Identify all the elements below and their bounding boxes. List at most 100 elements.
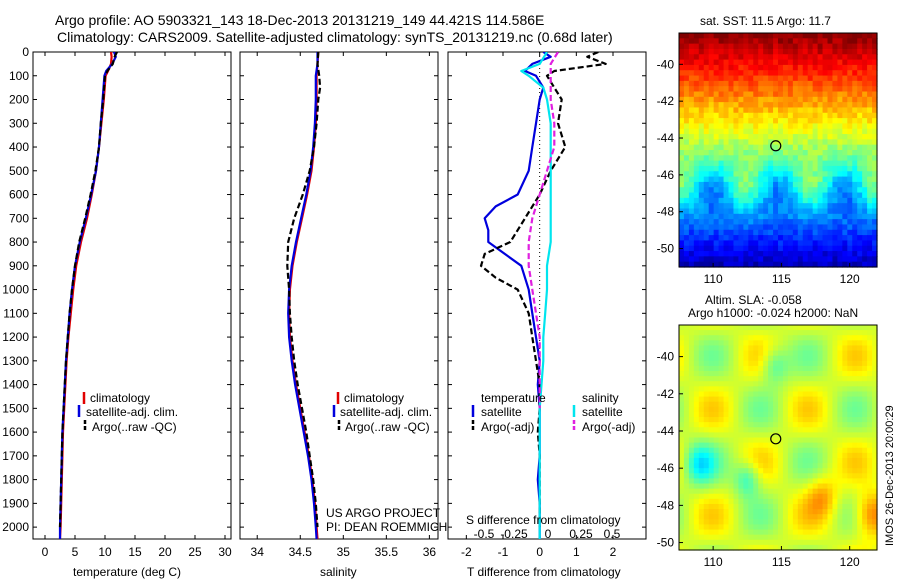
heatmap-cell (708, 534, 715, 541)
heatmap-cell (698, 391, 705, 398)
heatmap-cell (832, 355, 838, 362)
heatmap-cell (812, 330, 819, 336)
heatmap-cell (807, 86, 814, 93)
heatmap-cell (778, 165, 784, 172)
heatmap-cell (852, 197, 858, 204)
heatmap-cell (748, 452, 754, 459)
heatmap-cell (847, 251, 853, 257)
heatmap-cell (802, 483, 809, 490)
heatmap-cell (842, 325, 848, 331)
heatmap-cell (768, 176, 774, 183)
heatmap-cell (733, 128, 739, 135)
heatmap-cell (713, 160, 720, 167)
heatmap-cell (812, 483, 819, 490)
heatmap-cell (728, 493, 735, 500)
heatmap-cell (748, 447, 754, 454)
heatmap-cell (837, 112, 843, 119)
heatmap-cell (778, 213, 784, 220)
heatmap-cell (758, 150, 764, 156)
heatmap-cell (768, 442, 774, 449)
heatmap-cell (703, 340, 710, 347)
heatmap-cell (718, 144, 725, 151)
heatmap-cell (782, 330, 789, 336)
heatmap-cell (852, 539, 858, 546)
heatmap-cell (683, 128, 690, 135)
heatmap-cell (822, 251, 829, 257)
heatmap-cell (768, 386, 774, 393)
heatmap-cell (797, 245, 804, 252)
heatmap-cell (817, 478, 824, 485)
heatmap-cell (753, 187, 759, 194)
heatmap-cell (812, 345, 819, 352)
heatmap-cell (679, 396, 685, 403)
heatmap-cell (862, 251, 868, 257)
heatmap-cell (867, 529, 873, 536)
heatmap-cell (778, 181, 784, 188)
heatmap-cell (792, 261, 799, 268)
heatmap-cell (822, 118, 829, 125)
heatmap-cell (743, 376, 749, 382)
heatmap-cell (842, 112, 848, 119)
heatmap-cell (872, 463, 878, 469)
heatmap-cell (718, 442, 725, 449)
heatmap-cell (748, 261, 754, 268)
depth-tick-label: 1900 (2, 496, 29, 510)
imos-stamp: IMOS 26-Dec-2013 20:00:29 (884, 405, 896, 546)
heatmap-cell (832, 411, 838, 418)
heatmap-cell (857, 325, 863, 331)
heatmap-cell (807, 509, 814, 515)
heatmap-cell (787, 235, 794, 242)
heatmap-cell (693, 150, 700, 156)
heatmap-cell (782, 96, 789, 103)
heatmap-cell (812, 514, 819, 520)
heatmap-cell (787, 112, 794, 119)
heatmap-cell (842, 197, 848, 204)
heatmap-cell (787, 509, 794, 515)
heatmap-cell (778, 514, 784, 520)
heatmap-cell (837, 488, 843, 495)
heatmap-cell (713, 498, 720, 505)
heatmap-cell (872, 139, 878, 146)
heatmap-cell (763, 235, 769, 242)
heatmap-cell (867, 335, 873, 341)
heatmap-cell (847, 160, 853, 167)
heatmap-cell (703, 165, 710, 172)
series-line-argo-adj- (479, 52, 607, 528)
heatmap-cell (753, 208, 759, 215)
heatmap-cell (827, 192, 834, 199)
heatmap-cell (679, 437, 685, 444)
heatmap-cell (773, 203, 779, 210)
heatmap-cell (723, 360, 730, 367)
heatmap-cell (693, 240, 700, 247)
heatmap-cell (753, 165, 759, 172)
heatmap-cell (708, 447, 715, 454)
heatmap-cell (718, 251, 725, 257)
sla-heatmap (679, 325, 878, 551)
heatmap-cell (738, 534, 744, 541)
heatmap-cell (778, 452, 784, 459)
heatmap-cell (683, 112, 690, 119)
heatmap-cell (852, 134, 858, 140)
heatmap-cell (867, 544, 873, 551)
heatmap-cell (679, 340, 685, 347)
heatmap-cell (847, 325, 853, 331)
heatmap-cell (792, 155, 799, 162)
heatmap-cell (748, 514, 754, 520)
heatmap-cell (718, 396, 725, 403)
heatmap-cell (867, 251, 873, 257)
heatmap-cell (817, 488, 824, 495)
heatmap-cell (723, 386, 730, 393)
heatmap-cell (733, 171, 739, 178)
heatmap-cell (787, 38, 794, 45)
heatmap-cell (743, 224, 749, 231)
heatmap-cell (827, 54, 834, 61)
heatmap-cell (683, 447, 690, 454)
heatmap-cell (683, 38, 690, 45)
heatmap-cell (753, 235, 759, 242)
heatmap-cell (768, 473, 774, 480)
heatmap-cell (832, 539, 838, 546)
heatmap-cell (782, 91, 789, 98)
heatmap-cell (812, 457, 819, 464)
heatmap-cell (733, 187, 739, 194)
heatmap-cell (847, 192, 853, 199)
